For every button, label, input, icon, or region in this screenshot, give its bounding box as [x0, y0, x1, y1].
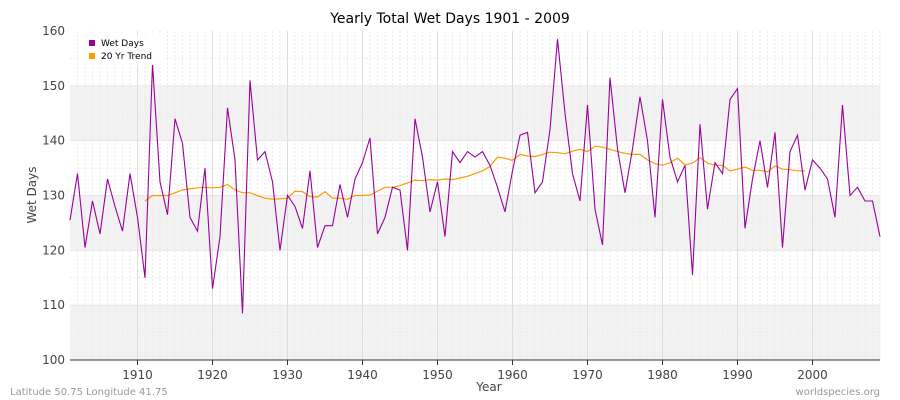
y-tick-label: 120	[42, 243, 65, 257]
series-line-wet-days	[69, 39, 881, 314]
y-axis-title: Wet Days	[25, 166, 39, 223]
x-axis-title: Year	[475, 380, 501, 394]
x-axis: 1910 1920 1930 1940 1950 1960 1970 1980 1990 2000	[122, 360, 828, 382]
data-series	[69, 39, 881, 314]
y-tick-label: 150	[42, 79, 65, 93]
x-tick-label: 1960	[497, 368, 528, 382]
x-tick-label: 1990	[722, 368, 753, 382]
footer-coords: Latitude 50.75 Longitude 41.75	[10, 387, 168, 398]
x-tick-label: 1970	[572, 368, 603, 382]
series-line-trend	[144, 145, 805, 202]
y-tick-label: 110	[42, 298, 65, 312]
y-tick-label: 140	[42, 134, 65, 148]
x-tick-label: 1980	[647, 368, 678, 382]
y-tick-label: 100	[42, 353, 65, 367]
legend-box	[82, 35, 164, 65]
y-axis: 100 110 120 130 140 150 160	[42, 24, 65, 367]
x-tick-label: 1950	[422, 368, 453, 382]
x-tick-label: 1920	[197, 368, 228, 382]
chart-title: Yearly Total Wet Days 1901 - 2009	[329, 11, 570, 27]
legend: Wet Days 20 Yr Trend	[82, 35, 164, 65]
x-tick-label: 1940	[347, 368, 378, 382]
y-tick-label: 160	[42, 24, 65, 38]
x-tick-label: 2000	[797, 368, 828, 382]
legend-label-trend: 20 Yr Trend	[101, 52, 152, 62]
x-tick-label: 1930	[272, 368, 303, 382]
legend-label-wet-days: Wet Days	[101, 39, 144, 49]
y-tick-label: 130	[42, 189, 65, 203]
legend-swatch-trend	[89, 53, 95, 59]
x-tick-label: 1910	[122, 368, 153, 382]
footer-source: worldspecies.org	[796, 387, 880, 398]
legend-swatch-wet-days	[89, 40, 95, 46]
